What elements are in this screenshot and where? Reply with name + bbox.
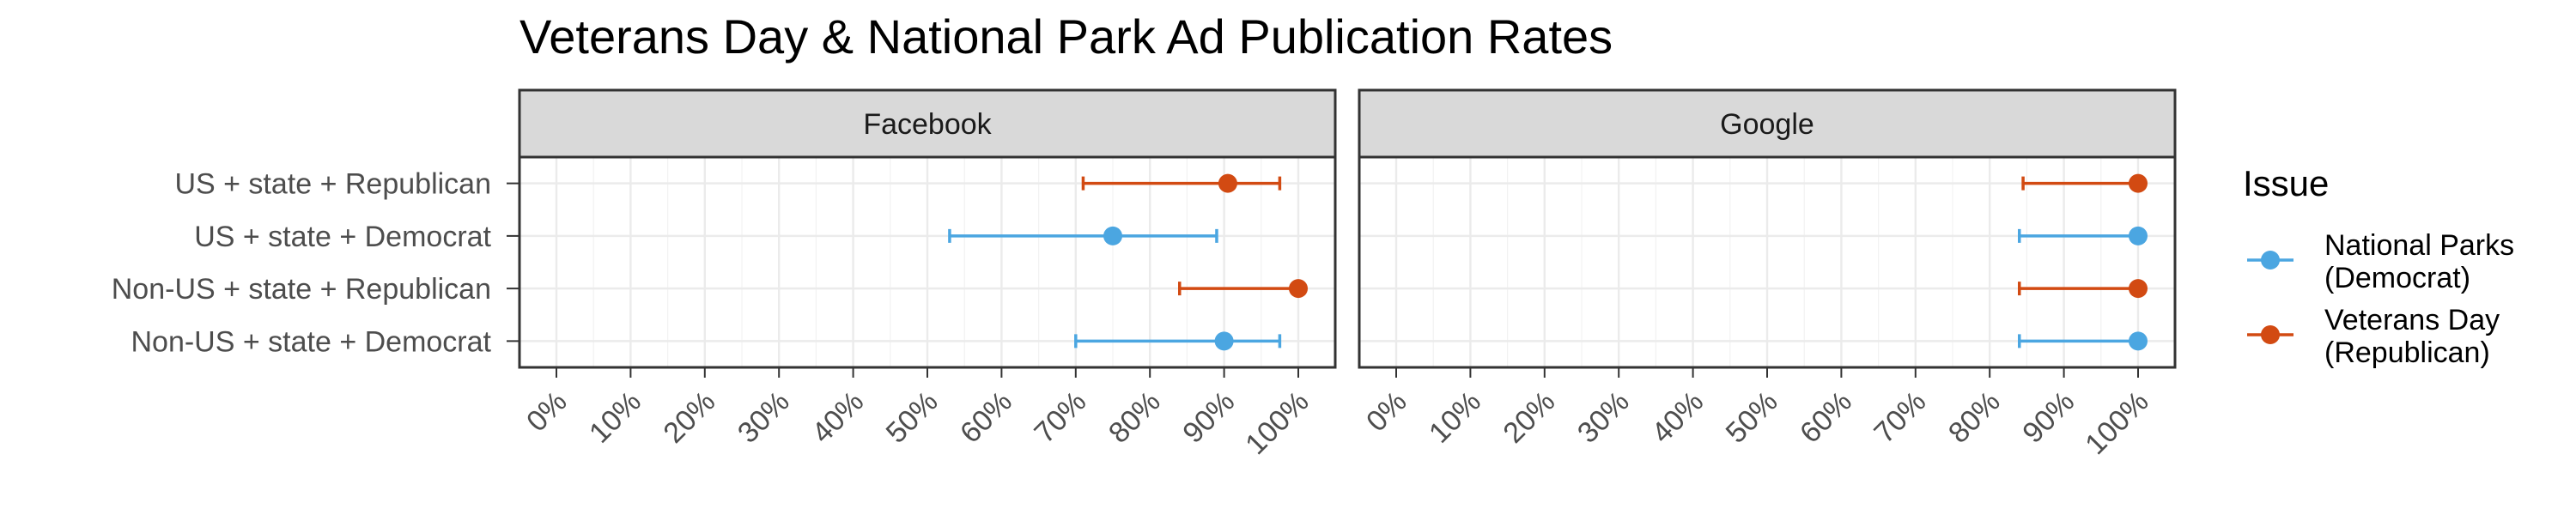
legend: Issue National Parks(Democrat) Veterans Da… (2243, 163, 2514, 369)
legend-key-point (2261, 251, 2280, 270)
x-axis-tick-label: 20% (657, 385, 721, 450)
x-axis-tick-label: 60% (954, 385, 1018, 450)
data-point (2129, 226, 2148, 245)
legend-entry: Veterans Day(Republican) (2247, 304, 2500, 369)
x-axis-tick-label: 30% (1571, 385, 1636, 450)
x-axis-tick-label: 100% (1239, 385, 1315, 461)
data-point (2129, 331, 2148, 351)
x-axis-tick-label: 100% (2079, 385, 2154, 461)
legend-label-line1: Veterans Day (2324, 304, 2500, 336)
facet-strip (1358, 88, 2177, 159)
x-axis-tick-label: 40% (1645, 385, 1710, 450)
data-point (1103, 226, 1122, 245)
y-axis-labels: US + state + Republican US + state + Demo… (112, 168, 519, 358)
x-axis-tick-label: 50% (880, 385, 945, 450)
data-point-group (2021, 173, 2148, 193)
y-axis-label: US + state + Republican (174, 168, 491, 201)
x-axis-tick-label: 70% (1868, 385, 1932, 450)
data-point-group (1178, 279, 1308, 299)
facet-strip (518, 88, 1337, 159)
x-axis-tick-label: 20% (1497, 385, 1561, 450)
data-point (1289, 279, 1308, 299)
data-point-group (2018, 226, 2148, 245)
data-point-group (2018, 279, 2148, 299)
data-point (2129, 173, 2148, 193)
data-point (1214, 331, 1234, 351)
y-axis-label: Non-US + state + Republican (112, 273, 491, 306)
legend-entry: National Parks(Democrat) (2247, 229, 2514, 294)
data-point-group (2018, 331, 2148, 351)
facet-panel-facebook: Facebook 0% 10% 20% 30% 40% 50% 60% 70% 80% 90%100… (518, 88, 1337, 461)
data-point-group (948, 226, 1218, 245)
y-axis-label: Non-US + state + Democrat (131, 325, 491, 358)
x-axis-tick-label: 10% (583, 385, 647, 450)
x-axis-tick-label: 70% (1028, 385, 1092, 450)
facet-strip-label: Facebook (863, 108, 992, 141)
x-axis-tick-label: 50% (1720, 385, 1784, 450)
data-point (2129, 279, 2148, 299)
x-axis-tick-label: 90% (1176, 385, 1241, 450)
facet-panel-google: Google 0% 10% 20% 30% 40% 50% 60% 70% 80% 90%100% (1358, 88, 2177, 461)
x-axis-tick-label: 10% (1423, 385, 1487, 450)
legend-label-line2: (Democrat) (2324, 262, 2470, 294)
data-point-group (1074, 331, 1282, 351)
y-axis-label: US + state + Democrat (194, 221, 491, 253)
x-axis-tick-label: 30% (732, 385, 796, 450)
legend-label-line1: National Parks (2324, 229, 2514, 262)
x-axis-tick-label: 0% (1360, 385, 1413, 439)
legend-label-line2: (Republican) (2324, 336, 2490, 369)
data-point (1218, 173, 1237, 193)
x-axis-tick-label: 40% (805, 385, 870, 450)
x-axis-tick-label: 0% (520, 385, 574, 439)
facet-strip-label: Google (1720, 108, 1814, 141)
x-axis-tick-label: 80% (1103, 385, 1167, 450)
x-axis-tick-label: 80% (1942, 385, 2007, 450)
chart-title: Veterans Day & National Park Ad Publicat… (519, 9, 1613, 64)
data-point-group (1081, 173, 1282, 193)
legend-title: Issue (2243, 163, 2329, 203)
x-axis-tick-label: 90% (2016, 385, 2081, 450)
x-axis-tick-label: 60% (1794, 385, 1858, 450)
legend-key-point (2261, 325, 2280, 344)
